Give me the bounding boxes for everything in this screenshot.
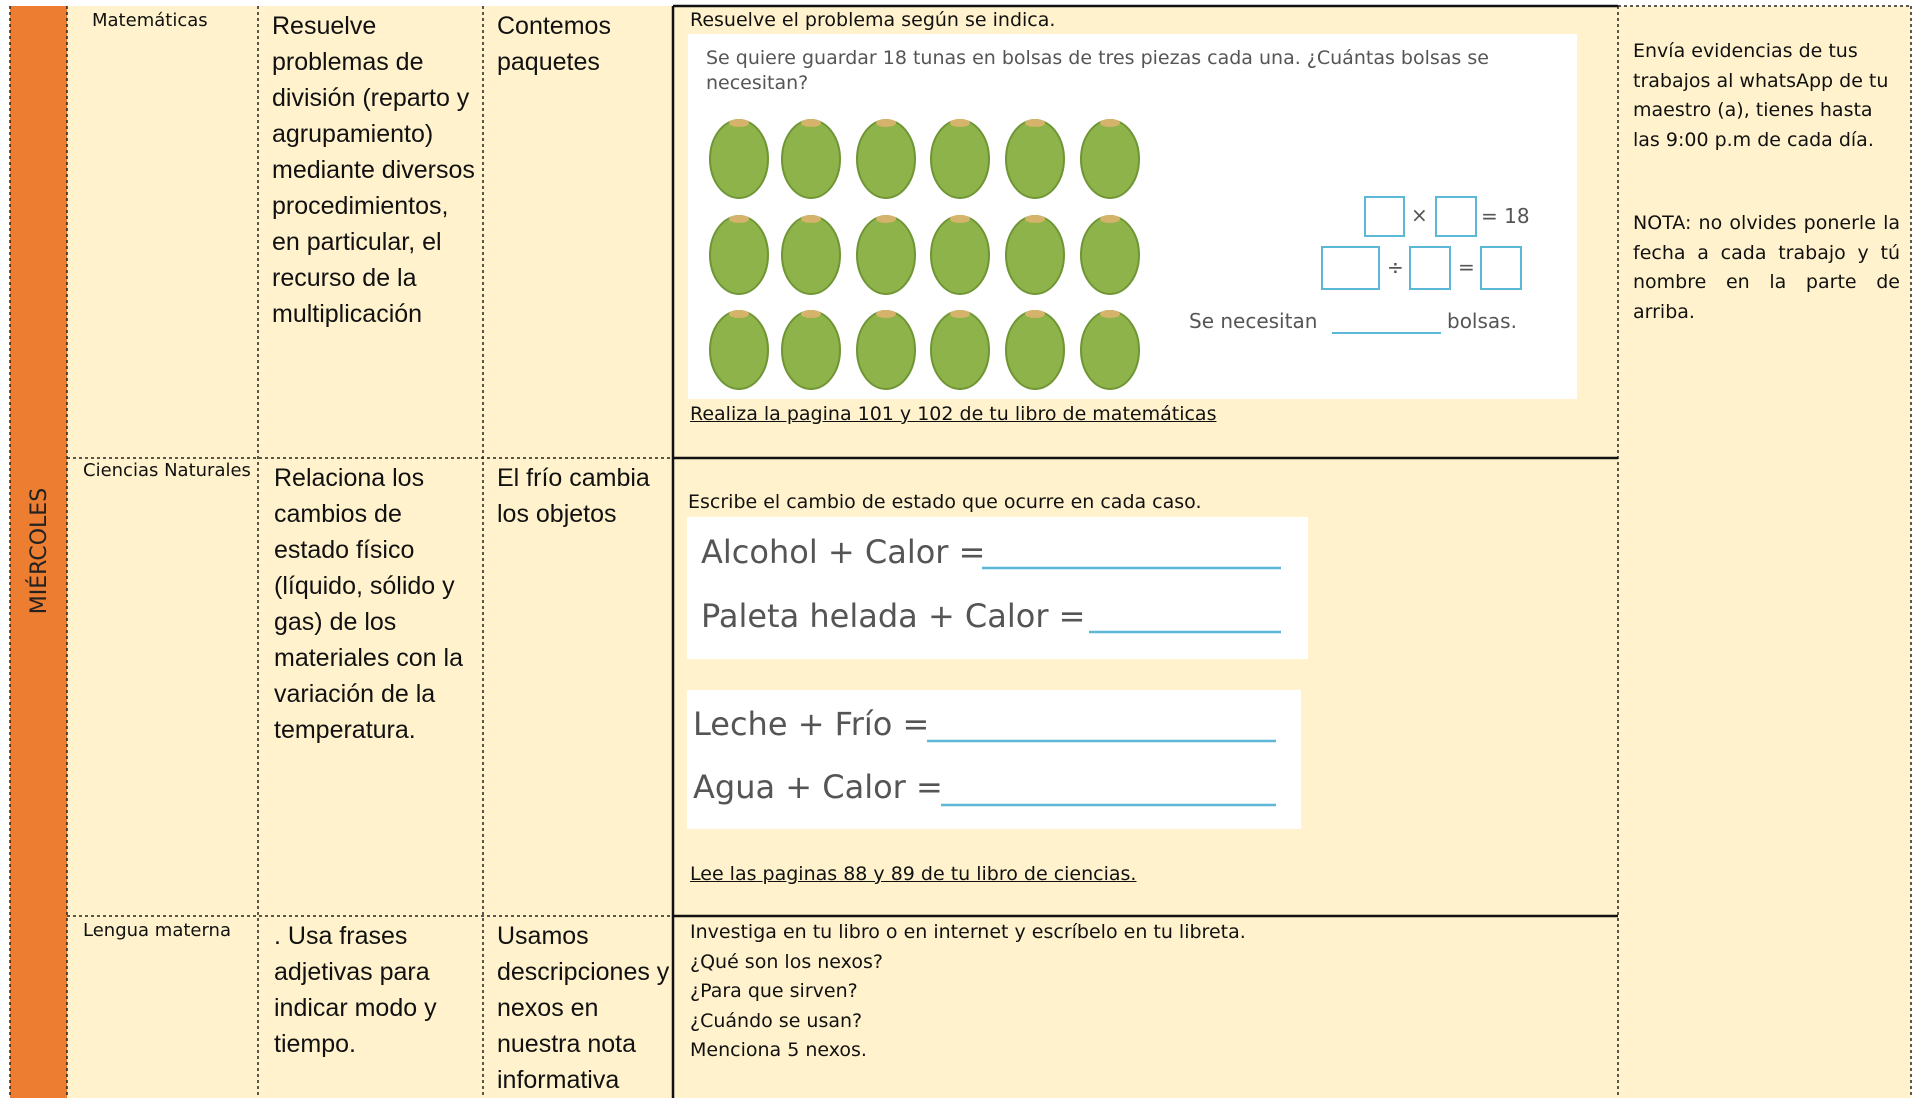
- tuna: [1005, 215, 1065, 295]
- note: NOTA: no olvides ponerle la fecha a cada…: [1633, 212, 1900, 323]
- answer-lines: [927, 566, 1281, 807]
- activity-line: Investiga en tu libro o en internet y es…: [690, 921, 1246, 943]
- note: Envía evidencias de tus trabajos al what…: [1633, 40, 1889, 151]
- symbol: =: [1458, 255, 1475, 279]
- learning: . Usa frases adjetivas para indicar modo…: [274, 922, 437, 1058]
- symbol: ×: [1411, 203, 1428, 227]
- answer-suffix: bolsas.: [1447, 309, 1517, 333]
- learning: Relaciona los cambios de estado físico (…: [274, 464, 463, 744]
- tuna-top: [801, 119, 821, 127]
- item: Alcohol + Calor =: [701, 533, 986, 571]
- tuna: [1080, 215, 1140, 295]
- tuna: [709, 310, 769, 390]
- day-label: MIÉRCOLES: [26, 488, 52, 614]
- tuna: [930, 215, 990, 295]
- science-image: [687, 517, 1308, 659]
- question: Se quiere guardar 18 tunas en bolsas de …: [706, 47, 1489, 94]
- tuna-top: [729, 215, 749, 223]
- subject: Ciencias Naturales: [83, 460, 251, 481]
- tuna-top: [729, 119, 749, 127]
- topic: El frío cambia los objetos: [497, 464, 650, 528]
- tuna: [781, 215, 841, 295]
- tuna-top: [876, 310, 896, 318]
- tuna: [709, 119, 769, 199]
- tuna: [781, 310, 841, 390]
- tuna: [1080, 119, 1140, 199]
- tuna: [1005, 310, 1065, 390]
- tunas: [709, 119, 1140, 390]
- tuna-top: [729, 310, 749, 318]
- tuna-top: [1100, 215, 1120, 223]
- tuna-top: [950, 215, 970, 223]
- tuna: [856, 310, 916, 390]
- link: Lee las paginas 88 y 89 de tu libro de c…: [690, 863, 1137, 885]
- product: = 18: [1481, 204, 1530, 228]
- tuna: [856, 119, 916, 199]
- activity-line: ¿Para que sirven?: [690, 980, 858, 1002]
- tuna-top: [876, 119, 896, 127]
- day-cell: [10, 6, 67, 1098]
- tuna-top: [1025, 119, 1045, 127]
- tuna: [781, 119, 841, 199]
- answer-prefix: Se necesitan: [1189, 309, 1318, 333]
- tuna-top: [1100, 310, 1120, 318]
- tuna: [709, 215, 769, 295]
- subject: Lengua materna: [83, 920, 231, 941]
- topic: Usamos descripciones y nexos en nuestra …: [497, 922, 670, 1094]
- item: Leche + Frío =: [693, 705, 930, 743]
- symbol: ÷: [1387, 255, 1404, 279]
- item: Paleta helada + Calor =: [701, 597, 1086, 635]
- tuna: [856, 215, 916, 295]
- activity-lines: Investiga en tu libro o en internet y es…: [690, 918, 1246, 1066]
- tuna: [930, 310, 990, 390]
- learning: Resuelve problemas de división (reparto …: [272, 12, 475, 328]
- activity-line: Menciona 5 nexos.: [690, 1039, 867, 1061]
- subject: Matemáticas: [92, 10, 208, 31]
- activity-line: ¿Qué son los nexos?: [690, 950, 883, 973]
- instruction: Resuelve el problema según se indica.: [690, 9, 1056, 31]
- cell-borders: [9, 5, 1912, 1098]
- link: Realiza la pagina 101 y 102 de tu libro …: [690, 403, 1217, 425]
- tuna-top: [801, 215, 821, 223]
- tuna: [1005, 119, 1065, 199]
- topic: Contemos paquetes: [497, 12, 611, 76]
- tuna-top: [876, 215, 896, 223]
- instruction: Escribe el cambio de estado que ocurre e…: [688, 491, 1202, 513]
- tuna-top: [801, 310, 821, 318]
- tuna-top: [1100, 119, 1120, 127]
- tuna-top: [950, 310, 970, 318]
- answer-boxes: [1321, 196, 1522, 334]
- activity-borders: [671, 4, 1618, 1098]
- tuna: [930, 119, 990, 199]
- tuna-top: [950, 119, 970, 127]
- tuna-top: [1025, 215, 1045, 223]
- item: Agua + Calor =: [693, 768, 943, 806]
- tuna-top: [1025, 310, 1045, 318]
- activity-line: ¿Cuándo se usan?: [690, 1009, 863, 1032]
- tuna: [1080, 310, 1140, 390]
